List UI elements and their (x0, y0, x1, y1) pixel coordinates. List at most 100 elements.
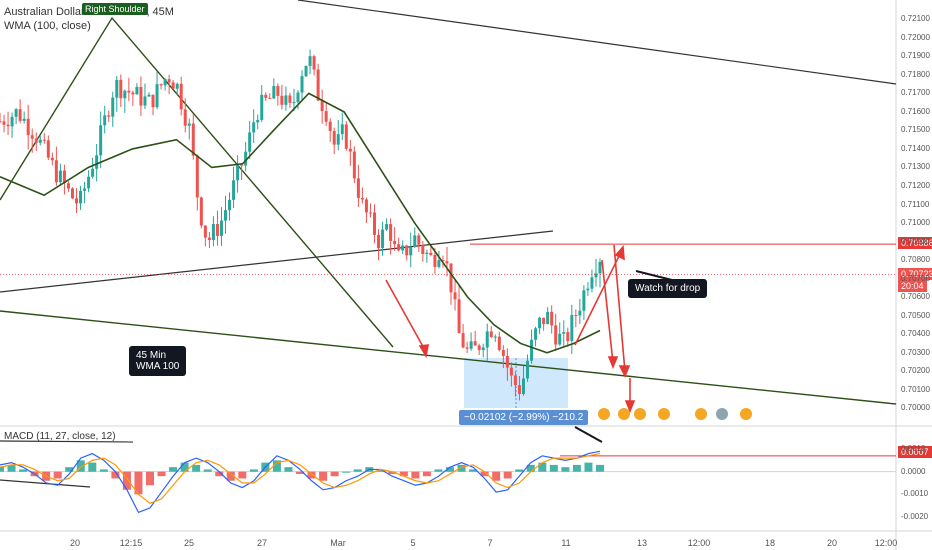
candle-body (131, 92, 135, 95)
symbol-suffix: M (164, 6, 174, 18)
neckline[interactable] (0, 230, 554, 293)
candle-body (232, 180, 236, 200)
candle-body (115, 79, 119, 98)
wma-legend[interactable]: WMA (100, close) (4, 20, 91, 32)
price-tick: 0.71400 (901, 143, 930, 153)
flag-icon[interactable] (716, 408, 728, 420)
macd-legend[interactable]: MACD (11, 27, close, 12) (4, 431, 116, 442)
arrow-2 (613, 244, 626, 373)
candle-body (2, 121, 6, 125)
event-icons[interactable] (598, 408, 752, 420)
candle-body (381, 229, 385, 249)
candle-body (50, 157, 54, 161)
candle-body (195, 155, 199, 198)
flag-icon[interactable] (695, 408, 707, 420)
macd-bar (134, 471, 143, 495)
price-tick: 0.71000 (901, 218, 930, 228)
candle-body (505, 355, 509, 368)
candle-body (300, 76, 304, 93)
candle-body (139, 86, 143, 106)
price-tick: 0.71300 (901, 162, 930, 172)
candle-body (268, 97, 272, 99)
candle-body (352, 151, 356, 179)
candle-body (417, 235, 421, 245)
right-shoulder-label[interactable]: Right Shoulder (82, 3, 148, 15)
candle-body (171, 82, 175, 89)
candle-body (594, 273, 598, 278)
macd-bar (376, 469, 385, 472)
candle-body (320, 100, 324, 112)
candle-body (66, 183, 70, 189)
macd-bar (157, 471, 166, 477)
candle-body (83, 188, 87, 191)
macd-bar (584, 462, 593, 472)
macd-trend-lower[interactable] (0, 479, 91, 488)
candle-body (147, 94, 151, 97)
price-tick: 0.70300 (901, 347, 930, 357)
candle-body (582, 290, 586, 311)
candle-body (425, 252, 429, 255)
macd-bar (169, 467, 178, 472)
price-tick: 0.72000 (901, 32, 930, 42)
macd-tick: 0.0000 (901, 466, 926, 476)
candle-body (385, 224, 389, 230)
candle-body (280, 95, 284, 105)
candle-body (256, 119, 260, 123)
candle-body (473, 341, 477, 346)
candle-body (292, 102, 296, 104)
candle-body (570, 315, 574, 342)
time-tick: 25 (183, 538, 195, 548)
macd-bar (111, 471, 120, 479)
candle-body (578, 310, 582, 316)
watch-note[interactable]: Watch for drop (628, 279, 708, 298)
macd-bar (284, 467, 293, 472)
macd-bar (342, 471, 351, 473)
price-tick: 0.70800 (901, 255, 930, 265)
candle-body (590, 277, 594, 289)
time-tick: 7 (487, 538, 493, 548)
macd-bar (330, 471, 339, 477)
flag-icon[interactable] (598, 408, 610, 420)
macd-bar (526, 464, 535, 472)
candle-body (393, 240, 397, 245)
candle-body (211, 224, 215, 241)
candle-body (332, 131, 336, 145)
candle-body (413, 235, 417, 248)
resistance-price-tag: 0.70886 (898, 237, 932, 249)
time-tick: 12:00 (874, 538, 898, 548)
macd-bar (388, 471, 397, 474)
candle-body (248, 132, 252, 152)
flag-icon[interactable] (618, 408, 630, 420)
candle-body (135, 86, 139, 95)
flag-icon[interactable] (634, 408, 646, 420)
macd-bar (503, 471, 512, 479)
candle-body (368, 212, 372, 214)
candle-body (143, 96, 147, 106)
price-tick: 0.70600 (901, 292, 930, 302)
macd-bar (88, 462, 97, 472)
price-tick: 0.71600 (901, 106, 930, 116)
time-tick: 18 (764, 538, 776, 548)
candle-body (377, 234, 381, 249)
flag-icon[interactable] (740, 408, 752, 420)
candle-body (441, 260, 445, 262)
candle-body (179, 83, 183, 110)
current-price-tag: 0.70723 (898, 268, 932, 280)
candle-body (437, 260, 441, 267)
time-tick: 20 (826, 538, 838, 548)
upper-channel-line[interactable] (297, 0, 897, 85)
candle-body (288, 95, 292, 103)
lower-channel-line[interactable] (0, 310, 897, 405)
candle-body (30, 135, 34, 139)
candle-body (70, 188, 74, 199)
wma-note[interactable]: 45 Min WMA 100 (129, 346, 187, 376)
price-tick: 0.71700 (901, 88, 930, 98)
candle-body (159, 84, 163, 86)
arrow-3-head (614, 245, 625, 261)
time-tick: 27 (256, 538, 268, 548)
flag-icon[interactable] (658, 408, 670, 420)
candle-body (224, 210, 228, 221)
candle-body (296, 92, 300, 103)
macd-trend-upper[interactable] (0, 440, 134, 443)
